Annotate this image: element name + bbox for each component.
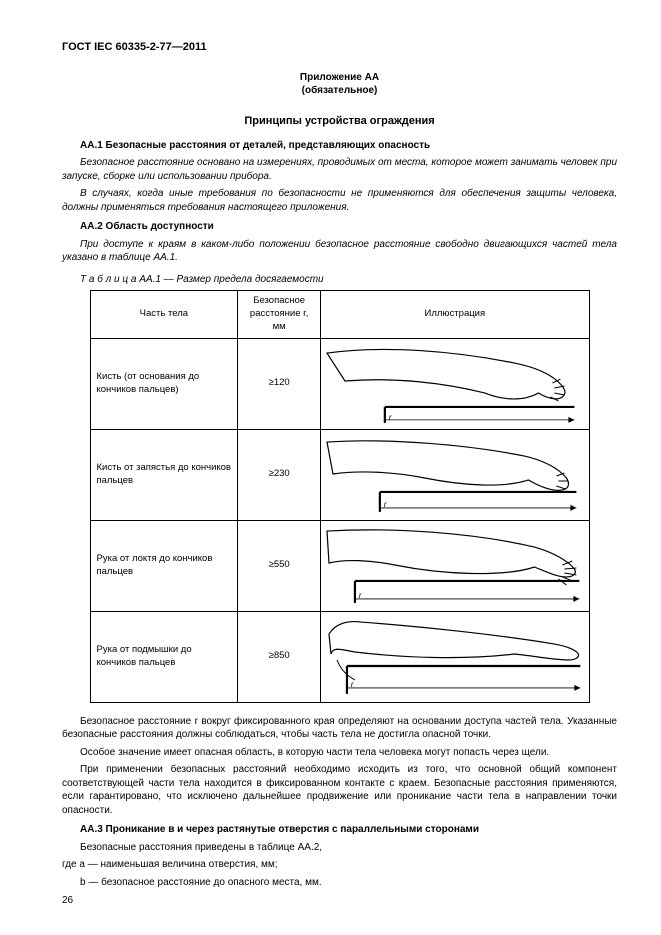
cell-body-part: Кисть (от основания до кончиков пальцев)	[90, 338, 238, 429]
cell-illustration: r	[321, 429, 589, 520]
after-p3: При применении безопасных расстояний нео…	[62, 763, 617, 817]
aa1-p1: Безопасное расстояние основано на измере…	[62, 156, 617, 183]
table-row: Рука от локтя до кончиков пальцев ≥550 r	[90, 520, 589, 611]
table-row: Рука от подмышки до кончиков пальцев ≥85…	[90, 611, 589, 702]
appendix-label: Приложение АА	[62, 71, 617, 85]
th-illustration: Иллюстрация	[321, 291, 589, 338]
aa3-p3: b — безопасное расстояние до опасного ме…	[62, 876, 617, 890]
svg-text:r: r	[389, 413, 392, 422]
cell-illustration: r	[321, 520, 589, 611]
arm-elbow-icon: r	[325, 525, 584, 607]
table-row: Кисть от запястья до кончиков пальцев ≥2…	[90, 429, 589, 520]
heading-aa3: АА.3 Проникание в и через растянутые отв…	[62, 823, 617, 837]
aa1-p2: В случаях, когда иные требования по безо…	[62, 187, 617, 214]
th-safe-dist: Безопасное расстояние r, мм	[238, 291, 321, 338]
arm-hand-icon: r	[325, 343, 584, 425]
cell-body-part: Рука от локтя до кончиков пальцев	[90, 520, 238, 611]
cell-illustration: r	[321, 338, 589, 429]
doc-number: ГОСТ IEC 60335-2-77—2011	[62, 40, 617, 55]
cell-body-part: Рука от подмышки до кончиков пальцев	[90, 611, 238, 702]
heading-aa1: АА.1 Безопасные расстояния от деталей, п…	[62, 139, 617, 153]
arm-armpit-icon: r	[325, 616, 584, 698]
aa2-p1: При доступе к краям в каком-либо положен…	[62, 238, 617, 265]
heading-aa2: АА.2 Область доступности	[62, 220, 617, 234]
page-title: Принципы устройства ограждения	[62, 114, 617, 129]
page-number: 26	[62, 894, 73, 908]
cell-dist: ≥230	[238, 429, 321, 520]
cell-dist: ≥850	[238, 611, 321, 702]
cell-dist: ≥120	[238, 338, 321, 429]
svg-text:r: r	[359, 591, 362, 600]
appendix-type: (обязательное)	[62, 84, 617, 98]
cell-body-part: Кисть от запястья до кончиков пальцев	[90, 429, 238, 520]
cell-illustration: r	[321, 611, 589, 702]
table-caption: Т а б л и ц а АА.1 — Размер предела дося…	[62, 273, 617, 287]
after-p2: Особое значение имеет опасная область, в…	[62, 746, 617, 760]
table-row: Кисть (от основания до кончиков пальцев)…	[90, 338, 589, 429]
arm-wrist-icon: r	[325, 434, 584, 516]
aa3-p2: где a — наименьшая величина отверстия, м…	[62, 858, 617, 872]
reach-table: Часть тела Безопасное расстояние r, мм И…	[90, 290, 590, 702]
th-body-part: Часть тела	[90, 291, 238, 338]
after-p1: Безопасное расстояние r вокруг фиксирова…	[62, 715, 617, 742]
svg-text:r: r	[351, 680, 354, 689]
aa3-p1: Безопасные расстояния приведены в таблиц…	[62, 841, 617, 855]
svg-text:r: r	[384, 500, 387, 509]
cell-dist: ≥550	[238, 520, 321, 611]
